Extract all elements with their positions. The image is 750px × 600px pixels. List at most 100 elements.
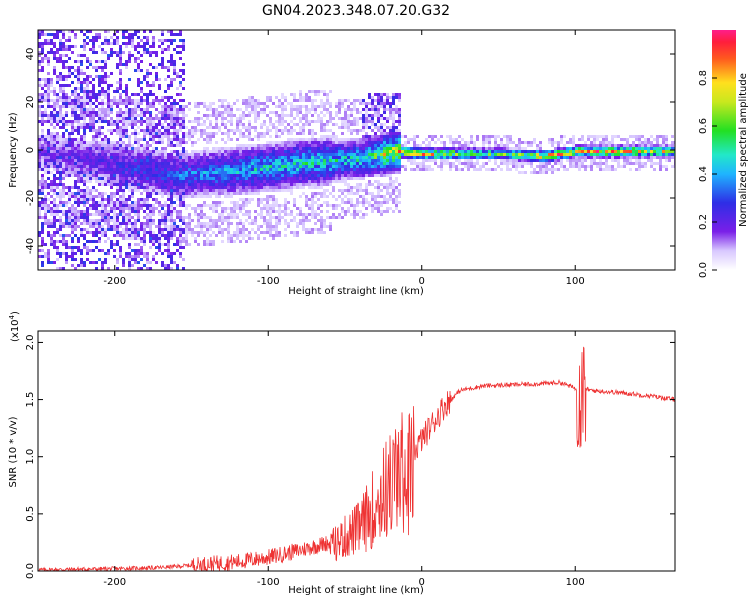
spectrogram-cell <box>134 231 137 234</box>
spectrogram-cell <box>368 93 371 96</box>
spectrogram-cell <box>245 210 248 213</box>
spectrogram-cell <box>71 165 74 168</box>
spectrogram-cell <box>80 258 83 261</box>
spectrogram-cell <box>356 162 359 165</box>
spectrogram-cell <box>56 135 59 138</box>
spectrogram-cell <box>320 192 323 195</box>
spectrogram-cell <box>269 222 272 225</box>
spectrogram-cell <box>323 162 326 165</box>
spectrogram-cell <box>68 39 71 42</box>
spectrogram-cell <box>296 114 299 117</box>
spectrogram-cell <box>80 90 83 93</box>
spectrogram-cell <box>164 213 167 216</box>
spectrogram-cell <box>419 144 422 147</box>
spectrogram-cell <box>185 231 188 234</box>
spectrogram-cell <box>152 39 155 42</box>
spectrogram-cell <box>71 174 74 177</box>
spectrogram-cell <box>155 123 158 126</box>
spectrogram-cell <box>170 231 173 234</box>
spectrogram-cell <box>338 195 341 198</box>
spectrogram-cell <box>77 150 80 153</box>
spectrogram-cell <box>77 192 80 195</box>
spectrogram-cell <box>98 240 101 243</box>
spectrogram-cell <box>245 129 248 132</box>
spectrogram-cell <box>110 183 113 186</box>
spectrogram-cell <box>383 174 386 177</box>
spectrogram-cell <box>260 159 263 162</box>
spectrogram-cell <box>173 228 176 231</box>
spectrogram-cell <box>308 111 311 114</box>
spectrogram-cell <box>386 99 389 102</box>
spectrogram-cell <box>227 168 230 171</box>
spectrogram-cell <box>59 141 62 144</box>
spectrogram-cell <box>98 153 101 156</box>
spectrogram-cell <box>68 96 71 99</box>
spectrogram-cell <box>119 126 122 129</box>
spectrogram-cell <box>287 123 290 126</box>
spectrogram-cell <box>332 162 335 165</box>
spectrogram-cell <box>215 153 218 156</box>
spectrogram-cell <box>197 225 200 228</box>
spectrogram-cell <box>53 189 56 192</box>
spectrogram-cell <box>158 45 161 48</box>
spectrogram-cell <box>317 177 320 180</box>
spectrogram-cell <box>104 231 107 234</box>
spectrogram-cell <box>137 141 140 144</box>
spectrogram-cell <box>425 168 428 171</box>
spectrogram-cell <box>206 105 209 108</box>
spectrogram-cell <box>104 60 107 63</box>
spectrogram-cell <box>329 216 332 219</box>
spectrogram-cell <box>77 108 80 111</box>
spectrogram-cell <box>278 207 281 210</box>
spectrogram-cell <box>74 198 77 201</box>
spectrogram-cell <box>320 180 323 183</box>
spectrogram-cell <box>65 45 68 48</box>
spectrogram-cell <box>95 66 98 69</box>
spectrogram-cell <box>38 153 41 156</box>
spectrogram-cell <box>137 42 140 45</box>
spectrogram-cell <box>113 42 116 45</box>
spectrogram-cell <box>182 237 185 240</box>
spectrogram-cell <box>380 147 383 150</box>
spectrogram-cell <box>284 204 287 207</box>
spectrogram-cell <box>146 180 149 183</box>
spectrogram-cell <box>164 96 167 99</box>
spectrogram-cell <box>143 180 146 183</box>
spectrogram-cell <box>254 147 257 150</box>
spectrogram-cell <box>353 213 356 216</box>
spectrogram-cell <box>377 147 380 150</box>
spectrogram-cell <box>92 165 95 168</box>
spectrogram-cell <box>335 147 338 150</box>
spectrogram-cell <box>398 147 401 150</box>
spectrogram-cell <box>80 216 83 219</box>
spectrogram-cell <box>125 96 128 99</box>
spectrogram-cell <box>137 228 140 231</box>
spectrogram-cell <box>197 138 200 141</box>
spectrogram-cell <box>101 249 104 252</box>
spectrogram-cell <box>332 135 335 138</box>
spectrogram-cell <box>326 165 329 168</box>
spectrogram-cell <box>41 120 44 123</box>
spectrogram-cell <box>122 231 125 234</box>
spectrogram-cell <box>260 225 263 228</box>
spectrogram-cell <box>83 195 86 198</box>
spectrogram-cell <box>227 171 230 174</box>
spectrogram-cell <box>143 132 146 135</box>
spectrogram-cell <box>206 171 209 174</box>
spectrogram-cell <box>203 201 206 204</box>
spectrogram-cell <box>347 126 350 129</box>
spectrogram-cell <box>113 51 116 54</box>
spectrogram-cell <box>326 141 329 144</box>
spectrogram-cell <box>296 156 299 159</box>
spectrogram-cell <box>368 147 371 150</box>
spectrogram-cell <box>314 111 317 114</box>
spectrogram-cell <box>50 81 53 84</box>
spectrogram-cell <box>179 216 182 219</box>
spectrogram-cell <box>98 84 101 87</box>
spectrogram-cell <box>59 189 62 192</box>
spectrogram-cell <box>80 189 83 192</box>
spectrogram-cell <box>203 192 206 195</box>
spectrogram-cell <box>110 195 113 198</box>
spectrogram-cell <box>170 120 173 123</box>
spectrogram-cell <box>353 216 356 219</box>
